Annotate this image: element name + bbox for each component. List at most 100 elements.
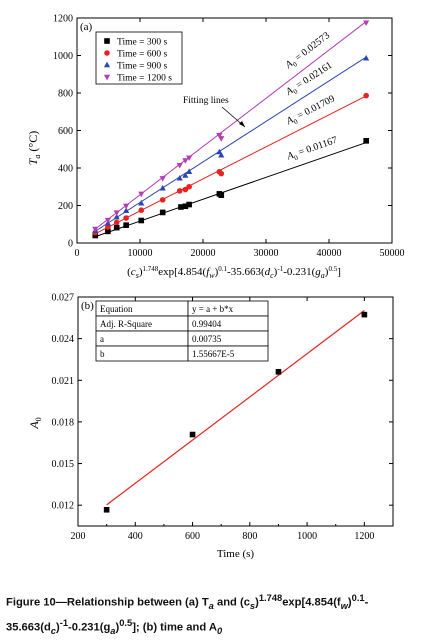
fitting-lines-arrowhead (239, 121, 245, 127)
y-tick-label: 600 (58, 126, 73, 137)
panel-label: (b) (81, 300, 94, 312)
caption-text: and (c (213, 596, 250, 609)
fitting-lines-label: Fitting lines (183, 96, 229, 106)
chart-b: 200 400 600 800 1000 1200 0.012 0.015 0.018 0.021… (27, 293, 394, 560)
data-point (104, 217, 111, 224)
data-point (186, 168, 193, 174)
data-point (138, 217, 145, 224)
x-tick-label: 50000 (380, 248, 405, 259)
stats-cell (187, 345, 269, 362)
caption-sup: -1 (59, 617, 69, 628)
data-point (105, 228, 111, 235)
data-point (363, 20, 370, 27)
stats-cell (95, 345, 189, 362)
y-tick-label: 0.021 (52, 376, 75, 387)
data-point (176, 162, 183, 169)
data-point (218, 151, 225, 158)
data-point (182, 158, 189, 164)
legend-marker (103, 74, 111, 81)
y-axis-label: A0 (27, 417, 43, 429)
legend-label: Time = 600 s (117, 50, 167, 60)
x-tick-label: 0 (75, 248, 80, 259)
panel-label: (a) (80, 21, 93, 33)
caption-text: -0.231(g (68, 621, 111, 634)
y-tick-label: 1200 (53, 14, 73, 25)
caption-line-1: Figure 10—Relationship between (a) Ta an… (6, 590, 420, 615)
caption-sub: 0 (216, 625, 223, 636)
data-point (123, 207, 130, 213)
legend-marker (104, 50, 110, 56)
x-tick-label: 20000 (191, 248, 216, 259)
x-tick-label: 10000 (128, 248, 153, 259)
data-point (92, 232, 99, 239)
x-tick-label: 1200 (354, 531, 374, 542)
data-point (138, 191, 145, 198)
data-point (218, 170, 225, 177)
x-tick-label: 200 (71, 531, 86, 542)
stats-value: 1.55667E-5 (192, 349, 235, 359)
data-point (159, 176, 166, 182)
data-point (113, 210, 120, 216)
data-point (103, 506, 110, 513)
data-point (123, 222, 129, 228)
x-tick-label: 800 (242, 531, 257, 542)
x-tick-label: 400 (128, 531, 143, 542)
caption-sub: w (340, 600, 348, 611)
y-tick-label: 0.012 (52, 501, 75, 512)
caption-sup: 0.5 (119, 617, 133, 628)
data-point (123, 203, 130, 210)
data-point (176, 174, 183, 181)
data-point (176, 188, 183, 194)
data-point (138, 199, 145, 206)
x-axis-label: Time (s) (217, 548, 255, 560)
caption-text: - (364, 596, 369, 609)
y-tick-label: 1000 (53, 51, 73, 62)
data-point (159, 184, 166, 191)
stats-label: Equation (100, 304, 133, 314)
data-point (138, 207, 145, 213)
caption-sub: c (50, 625, 56, 636)
y-tick-label: 0.027 (52, 293, 75, 304)
legend-label: Time = 1200 s (117, 74, 172, 84)
data-point (113, 219, 120, 226)
legend-box (95, 31, 183, 85)
caption-sub: s (249, 600, 256, 611)
stats-label: Adj. R-Square (100, 319, 152, 329)
data-point (186, 155, 193, 162)
data-point (218, 192, 225, 198)
data-point (113, 213, 120, 220)
caption-text: ) (55, 621, 60, 634)
y-tick-label: 0.015 (52, 459, 75, 470)
caption-text: 35.663(d (6, 621, 51, 634)
caption-text: ]; (b) time and A (132, 621, 217, 634)
caption-sub: a (110, 625, 116, 636)
x-tick-label: 30000 (254, 248, 279, 259)
caption-text: ) (255, 596, 259, 609)
legend-marker (103, 61, 111, 68)
data-point (361, 311, 368, 318)
caption-text: ) (347, 596, 352, 609)
y-tick-label: 800 (58, 89, 73, 100)
y-axis-label: Ta (°C) (26, 131, 42, 165)
y-tick-label: 0.018 (52, 417, 75, 428)
data-point (216, 132, 223, 139)
data-point (159, 197, 166, 203)
fit-label: A0 = 0.01167 (285, 135, 340, 165)
figure-caption: Figure 10—Relationship between (a) T a an… (6, 590, 420, 640)
caption-line-2: 35.663(dc)-1-0.231(ga)0.5]; (b) time and… (6, 615, 420, 640)
stats-cell (95, 330, 189, 347)
caption-sup: 0.1 (351, 593, 365, 603)
y-tick-label: 0.024 (52, 334, 75, 345)
stats-value: 0.99404 (192, 319, 222, 329)
x-tick-label: 600 (185, 531, 200, 542)
caption-text: ) (115, 621, 120, 634)
data-point (92, 226, 99, 233)
fit-line (106, 309, 365, 506)
legend-label: Time = 900 s (117, 62, 167, 72)
data-point (178, 204, 184, 210)
caption-text: Figure 10—Relationship between (a) T (6, 596, 209, 609)
data-point (182, 172, 189, 178)
x-tick-label: 1000 (297, 531, 317, 542)
data-point (275, 369, 282, 375)
stats-value: 0.00735 (192, 334, 222, 344)
